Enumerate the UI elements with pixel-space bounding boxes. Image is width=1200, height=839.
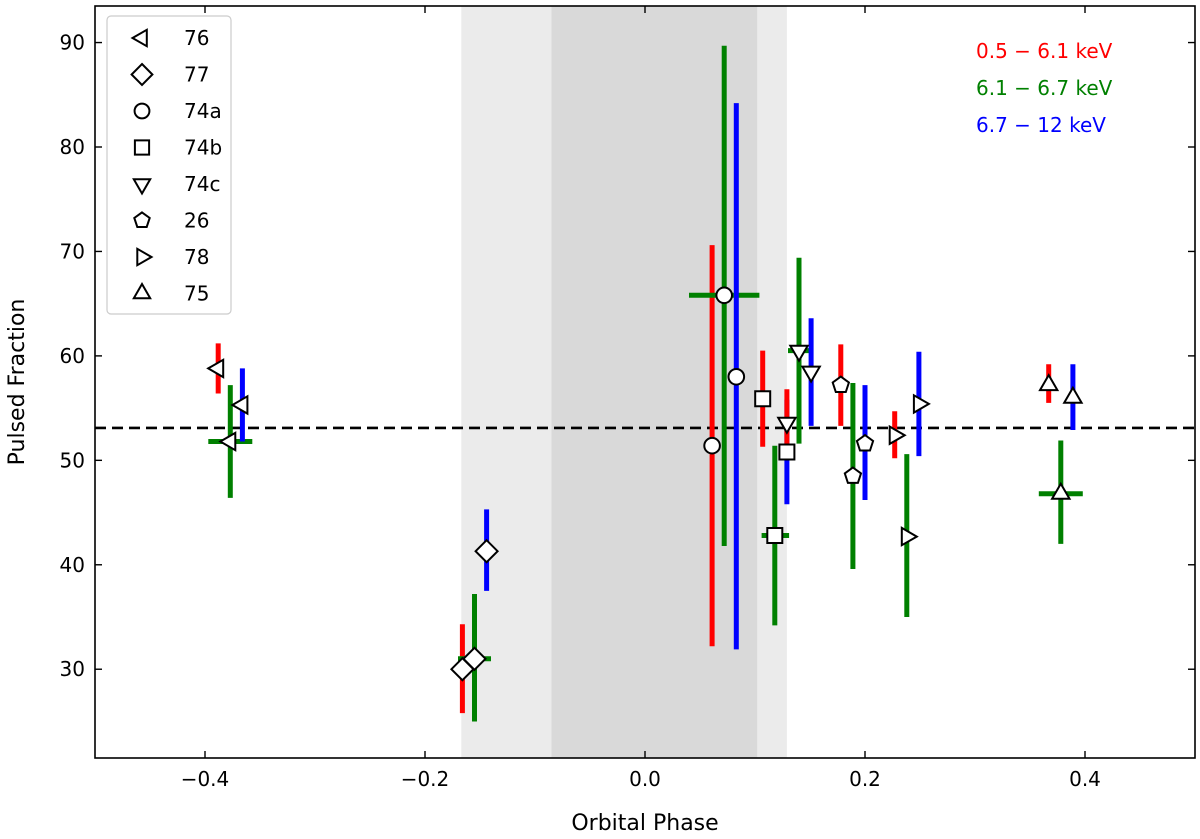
y-axis-label: Pulsed Fraction — [5, 299, 30, 466]
marker-75-band2 — [1062, 385, 1084, 404]
band-label-1: 6.1 − 6.7 keV — [976, 76, 1113, 100]
legend-label-74b: 74b — [184, 136, 222, 160]
legend-label-78: 78 — [184, 245, 209, 269]
band-label-0: 0.5 − 6.1 keV — [976, 39, 1113, 63]
y-tick-label: 60 — [60, 344, 85, 368]
y-tick-label: 50 — [60, 448, 85, 472]
legend-marker-75 — [132, 281, 152, 300]
marker-74a-band1 — [715, 286, 734, 305]
marker-74b-band1 — [766, 527, 784, 544]
marker-78-band1 — [900, 526, 919, 547]
legend-label-75: 75 — [184, 282, 209, 306]
legend-marker-76 — [130, 28, 148, 48]
marker-26-band1 — [843, 466, 863, 484]
marker-74c-band0 — [776, 416, 798, 435]
x-tick-label: −0.4 — [181, 767, 230, 791]
marker-74c-band1 — [788, 344, 810, 363]
marker-78-band0 — [888, 424, 907, 446]
legend-label-74a: 74a — [184, 99, 222, 123]
x-tick-label: 0.4 — [1069, 767, 1101, 791]
marker-75-band0 — [1038, 373, 1060, 392]
marker-26-band0 — [831, 375, 851, 393]
legend-marker-74a — [133, 102, 151, 120]
x-tick-label: 0.0 — [629, 767, 661, 791]
marker-77-band2 — [474, 538, 500, 564]
energy-band-labels: 0.5 − 6.1 keV 6.1 − 6.7 keV 6.7 − 12 keV — [976, 39, 1113, 137]
x-axis-label: Orbital Phase — [571, 811, 718, 836]
legend-marker-74c — [132, 178, 152, 196]
y-tick-label: 30 — [60, 657, 85, 681]
marker-74b-band2 — [778, 443, 796, 461]
legend-label-26: 26 — [184, 209, 209, 233]
marker-76-band1 — [218, 431, 237, 452]
marker-75-band1 — [1050, 481, 1072, 500]
marker-77-band1 — [462, 646, 487, 672]
x-tick-label: −0.2 — [401, 767, 450, 791]
legend-box — [106, 15, 232, 315]
marker-74a-band2 — [727, 367, 746, 386]
marker-76-band0 — [206, 358, 225, 379]
legend: 76 77 74a 74b 74c 26 78 75 — [106, 15, 232, 315]
legend-label-77: 77 — [184, 63, 209, 87]
legend-marker-26 — [133, 211, 151, 228]
legend-marker-78 — [136, 247, 154, 267]
marker-76-band2 — [230, 394, 249, 416]
y-tick-label: 80 — [60, 135, 85, 159]
marker-26-band2 — [855, 433, 875, 452]
legend-marker-74b — [133, 139, 151, 156]
marker-74c-band2 — [800, 365, 822, 384]
x-tick-label: 0.2 — [849, 767, 881, 791]
y-tick-label: 70 — [60, 239, 85, 263]
legend-label-76: 76 — [184, 26, 209, 50]
data-markers — [206, 286, 1084, 682]
axis-ticks: −0.4 −0.2 0.0 0.2 0.4 30 40 50 60 70 80 90 — [60, 6, 1195, 791]
legend-marker-77 — [130, 62, 154, 87]
y-tick-label: 40 — [60, 553, 85, 577]
y-tick-label: 90 — [60, 31, 85, 55]
marker-78-band2 — [912, 393, 931, 415]
marker-74b-band0 — [754, 390, 772, 408]
legend-label-74c: 74c — [184, 172, 220, 196]
marker-74a-band0 — [703, 436, 721, 455]
band-label-2: 6.7 − 12 keV — [976, 113, 1106, 137]
